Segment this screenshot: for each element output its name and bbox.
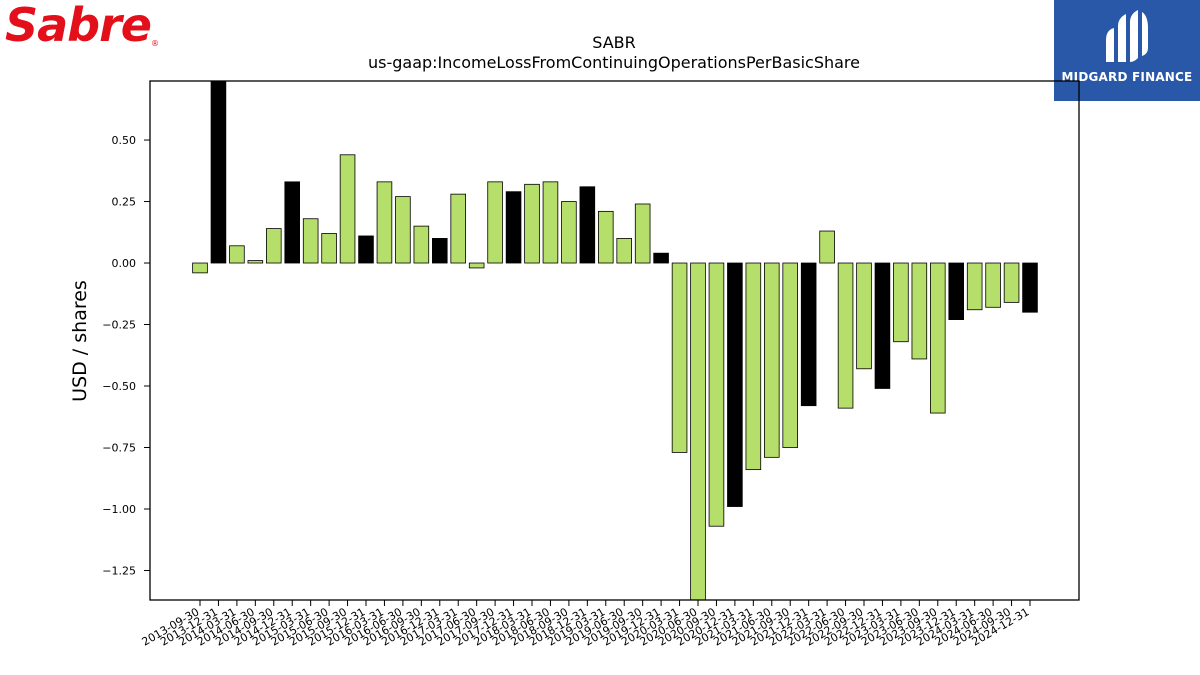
- y-axis: 0.50 0.25 0.00 −0.25 −0.50 −0.75 −1.00 −1.25: [102, 134, 150, 577]
- y-tick-label: −0.75: [102, 441, 136, 454]
- bar-2016-06-30: [395, 196, 411, 264]
- y-tick-label: −1.00: [102, 503, 136, 516]
- sabre-logo-text: Sabre: [5, 0, 152, 52]
- bar-2020-12-31: [727, 262, 743, 507]
- bar-2014-12-31: [284, 181, 300, 264]
- bar-2014-03-31: [229, 245, 245, 264]
- bar-2021-03-31: [745, 262, 762, 471]
- chart-title: SABR: [592, 33, 636, 52]
- y-tick-label: 0.50: [112, 134, 137, 147]
- y-axis-label: USD / shares: [69, 280, 91, 402]
- bar-2015-06-30: [321, 233, 337, 264]
- bar-2020-06-30: [690, 262, 706, 601]
- bar-2023-03-31: [893, 262, 909, 343]
- bars-group: [192, 80, 1038, 601]
- midgard-finance-logo: MIDGARD FINANCE: [1054, 0, 1200, 101]
- bar-2018-06-30: [542, 181, 559, 264]
- bar-2017-09-30: [487, 181, 503, 264]
- y-tick-label: −0.50: [102, 380, 136, 393]
- bar-2021-12-31: [800, 262, 817, 407]
- bar-2018-03-31: [524, 183, 540, 264]
- bar-2022-09-30: [856, 262, 872, 370]
- bar-2013-09-30: [192, 262, 208, 274]
- bar-2021-06-30: [764, 262, 780, 458]
- midgard-logo-text: MIDGARD FINANCE: [1061, 70, 1193, 84]
- bar-2024-09-30: [1003, 262, 1020, 303]
- midgard-emblem-icon: [1106, 10, 1148, 62]
- bar-2018-12-31: [579, 186, 596, 264]
- bar-2014-09-30: [265, 228, 282, 264]
- bar-2017-06-30: [468, 262, 485, 269]
- bar-2019-03-31: [598, 210, 614, 264]
- registered-mark-icon: ®: [150, 39, 159, 48]
- bar-2016-09-30: [413, 225, 430, 264]
- bar-2020-03-31: [671, 262, 688, 453]
- bar-2024-12-31: [1022, 262, 1038, 313]
- bar-2014-06-30: [247, 260, 264, 264]
- y-tick-label: 0.00: [112, 257, 137, 270]
- bar-2019-12-31: [653, 252, 669, 264]
- bar-2021-09-30: [782, 262, 799, 448]
- bar-2017-03-31: [450, 193, 466, 264]
- bar-2017-12-31: [505, 191, 522, 264]
- x-axis: 2013-09-302013-12-312014-03-312014-06-30…: [140, 600, 1032, 649]
- bar-2013-12-31: [210, 80, 227, 264]
- sabre-logo: Sabre®: [5, 2, 159, 48]
- bar-2022-12-31: [874, 262, 891, 389]
- y-tick-label: −0.25: [102, 319, 136, 332]
- bar-2022-03-31: [819, 230, 835, 264]
- bar-2024-06-30: [985, 262, 1001, 308]
- bar-2019-06-30: [616, 238, 633, 264]
- bar-2023-06-30: [911, 262, 928, 360]
- bar-2023-09-30: [930, 262, 946, 414]
- bar-2016-03-31: [376, 181, 393, 264]
- bar-2024-03-31: [966, 262, 983, 311]
- chart-subtitle: us-gaap:IncomeLossFromContinuingOperatio…: [368, 53, 860, 72]
- y-tick-label: −1.25: [102, 564, 136, 577]
- bar-2022-06-30: [837, 262, 854, 409]
- plot-frame: [149, 80, 1080, 601]
- bar-2015-12-31: [358, 235, 374, 264]
- bar-2015-09-30: [339, 154, 356, 264]
- bar-2016-12-31: [431, 238, 448, 264]
- bar-2018-09-30: [561, 201, 577, 264]
- bar-2023-12-31: [948, 262, 965, 320]
- bar-2015-03-31: [302, 218, 319, 264]
- bar-2019-09-30: [634, 203, 651, 264]
- y-tick-label: 0.25: [112, 196, 137, 209]
- bar-2020-09-30: [708, 262, 725, 527]
